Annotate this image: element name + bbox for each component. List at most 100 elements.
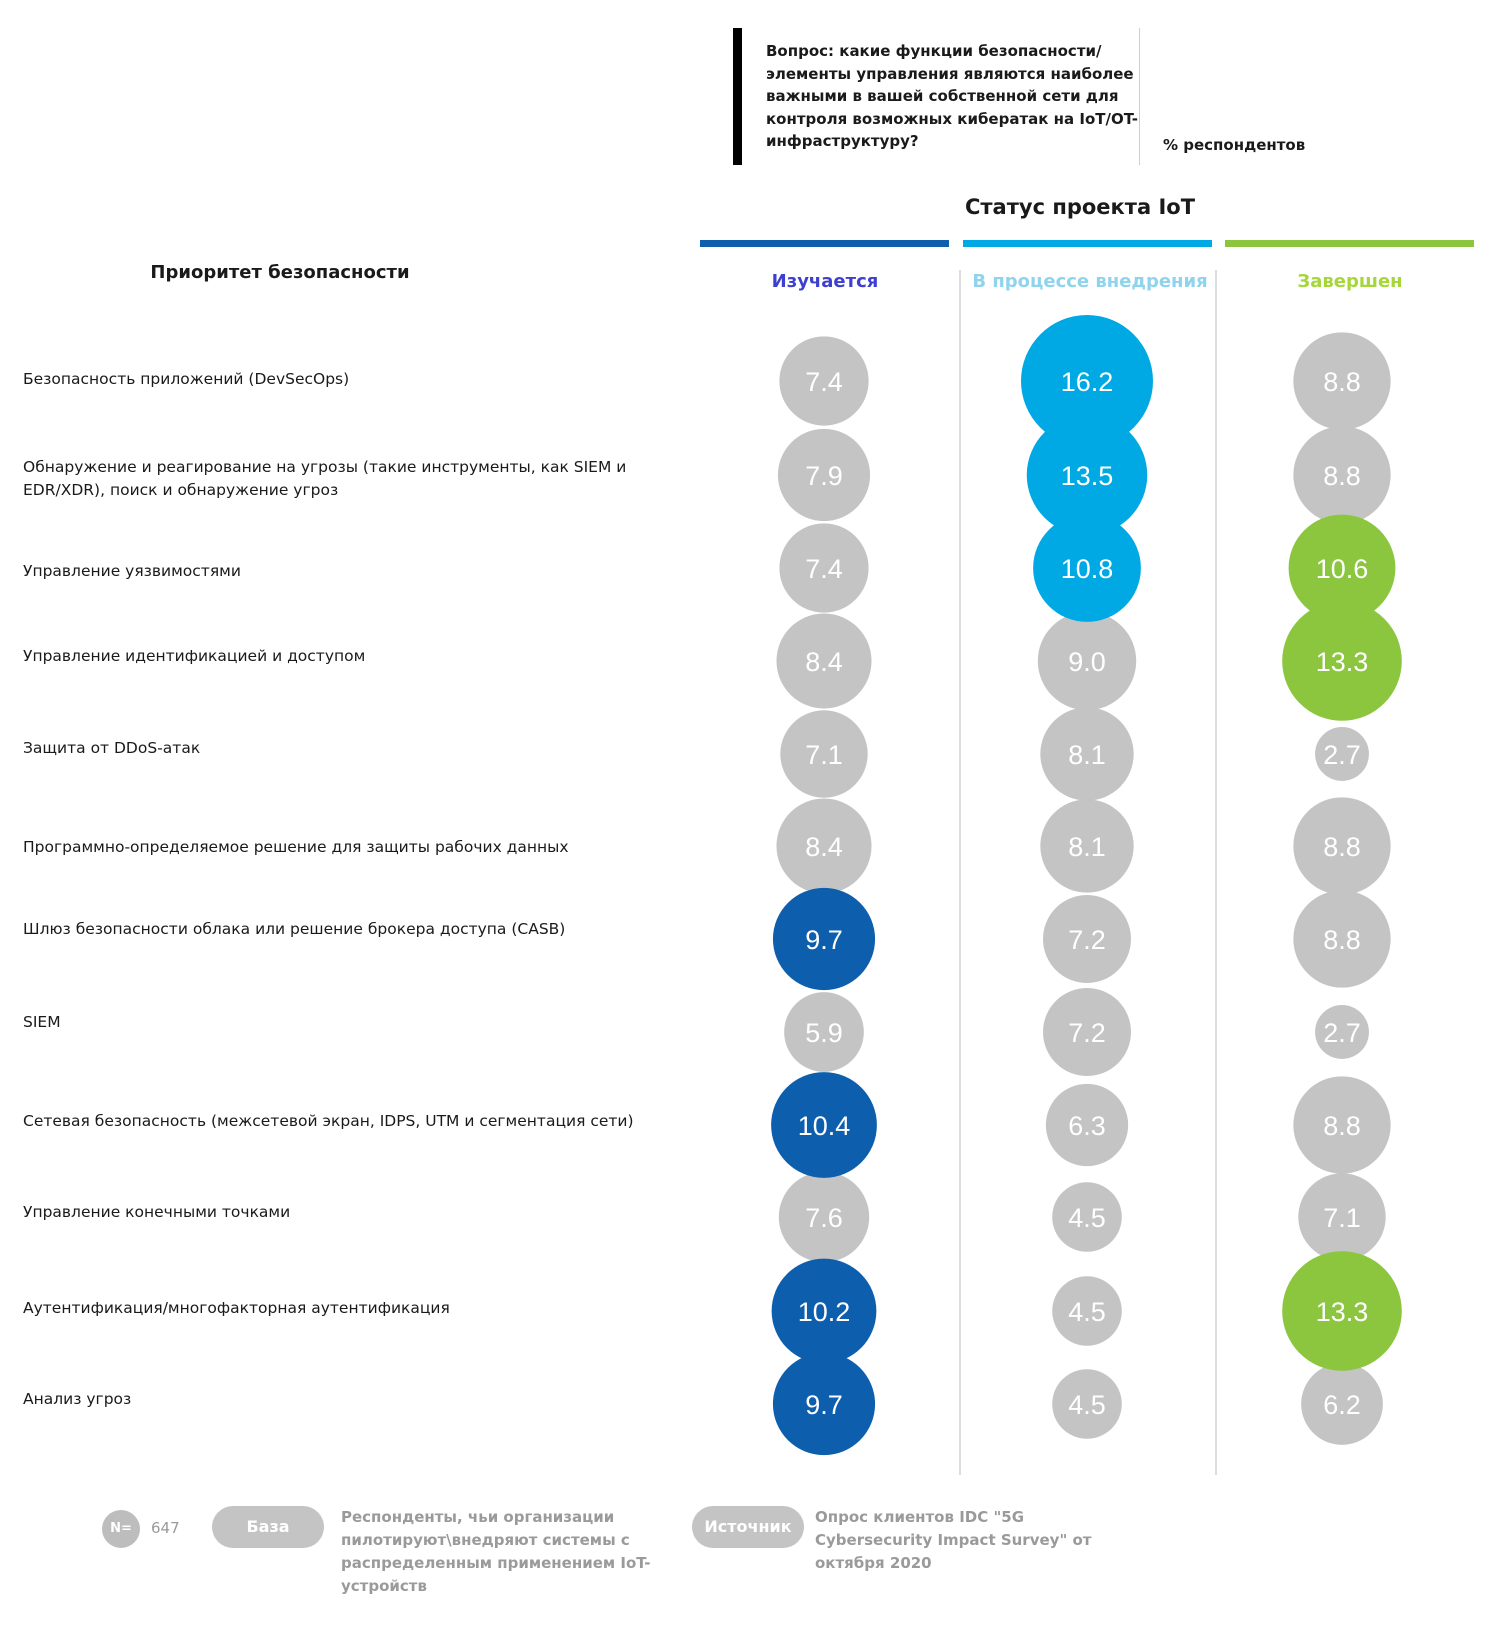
row-label: Анализ угроз <box>23 1390 132 1408</box>
bubble-value-label: 2.7 <box>1323 1018 1361 1048</box>
bubble-value-label: 8.1 <box>1068 740 1106 770</box>
bubble-value-label: 8.8 <box>1323 1111 1361 1141</box>
bubble-value-label: 10.4 <box>798 1111 851 1141</box>
bubble-exploring <box>772 1352 876 1456</box>
bubble-completed <box>1288 514 1396 622</box>
bubble-completed <box>1293 797 1391 895</box>
row-label: Аутентификация/многофакторная аутентифик… <box>23 1299 450 1317</box>
bubble-value-label: 5.9 <box>805 1018 843 1048</box>
bubble-value-label: 9.7 <box>805 1390 843 1420</box>
bubble-implementing <box>1042 987 1132 1077</box>
bubble-value-label: 4.5 <box>1068 1203 1106 1233</box>
sample-size-badge: N= <box>102 1510 140 1548</box>
bubble-value-label: 6.3 <box>1068 1111 1106 1141</box>
bubble-value-label: 13.3 <box>1316 647 1369 677</box>
bubble-value-label: 7.2 <box>1068 925 1106 955</box>
bubble-value-label: 9.7 <box>805 925 843 955</box>
base-pill: База <box>212 1506 324 1548</box>
bubble-completed <box>1293 1076 1391 1174</box>
column-bar-completed <box>1225 240 1474 247</box>
row-label: Безопасность приложений (DevSecOps) <box>23 370 350 388</box>
bubble-implementing <box>1052 1276 1122 1346</box>
bubble-value-label: 7.4 <box>805 554 843 584</box>
bubble-exploring <box>771 1258 877 1364</box>
bubble-value-label: 8.4 <box>805 832 843 862</box>
bubble-exploring <box>776 798 872 894</box>
column-title-completed: Завершен <box>1297 271 1403 292</box>
bubble-exploring <box>778 1171 870 1263</box>
row-label: Программно-определяемое решение для защи… <box>23 838 569 856</box>
row-label: Управление уязвимостями <box>23 562 241 580</box>
row-label: SIEM <box>23 1013 61 1031</box>
bubble-exploring <box>779 523 869 613</box>
bubble-value-label: 7.2 <box>1068 1018 1106 1048</box>
row-label: Управление идентификацией и доступом <box>23 647 366 665</box>
bubble-exploring <box>780 710 868 798</box>
bubble-value-label: 10.2 <box>798 1297 851 1327</box>
bubble-value-label: 7.1 <box>805 740 843 770</box>
bubble-implementing <box>1040 707 1134 801</box>
sample-size-value: 647 <box>151 1519 180 1537</box>
bubble-implementing <box>1020 314 1154 448</box>
column-bar-implementing <box>963 240 1212 247</box>
bubble-implementing <box>1052 1182 1122 1252</box>
bubble-implementing <box>1037 611 1137 711</box>
column-separator <box>1215 270 1217 1475</box>
bubble-value-label: 4.5 <box>1068 1297 1106 1327</box>
source-pill: Источник <box>692 1506 804 1548</box>
bubble-exploring <box>779 336 869 426</box>
bubble-completed <box>1301 1363 1383 1445</box>
bubble-exploring <box>772 887 876 991</box>
bubble-exploring <box>771 1072 877 1178</box>
bubble-value-label: 13.5 <box>1061 461 1114 491</box>
column-title-implementing: В процессе внедрения <box>972 271 1208 292</box>
base-text: Респонденты, чьи организации пилотируют\… <box>341 1508 651 1595</box>
bubble-completed <box>1298 1173 1386 1261</box>
header-divider <box>1139 28 1140 165</box>
bubble-completed <box>1293 332 1391 430</box>
bubble-completed <box>1282 1251 1402 1371</box>
row-label: Защита от DDoS-атак <box>23 739 201 757</box>
bubble-completed <box>1282 601 1402 721</box>
bubble-implementing <box>1042 894 1132 984</box>
bubble-value-label: 7.1 <box>1323 1203 1361 1233</box>
bubble-value-label: 10.8 <box>1061 554 1114 584</box>
bubble-value-label: 8.8 <box>1323 367 1361 397</box>
row-label: Шлюз безопасности облака или решение бро… <box>23 920 566 938</box>
bubble-value-label: 2.7 <box>1323 740 1361 770</box>
bubble-exploring <box>776 613 872 709</box>
bubble-implementing <box>1026 414 1148 536</box>
column-bar-exploring <box>700 240 949 247</box>
bubble-value-label: 13.3 <box>1316 1297 1369 1327</box>
bubble-implementing <box>1052 1369 1122 1439</box>
bubble-value-label: 8.8 <box>1323 832 1361 862</box>
bubble-value-label: 9.0 <box>1068 647 1106 677</box>
bubble-exploring <box>784 992 864 1072</box>
bubble-value-label: 7.4 <box>805 367 843 397</box>
bubble-value-label: 10.6 <box>1316 554 1369 584</box>
row-label: Сетевая безопасность (межсетевой экран, … <box>23 1112 634 1130</box>
column-title-exploring: Изучается <box>771 271 879 292</box>
bubble-value-label: 8.8 <box>1323 461 1361 491</box>
question-text: Вопрос: какие функции безопасности/ элем… <box>766 42 1138 150</box>
bubble-value-label: 8.4 <box>805 647 843 677</box>
bubble-completed <box>1315 727 1369 781</box>
bubble-implementing <box>1045 1083 1129 1167</box>
bubble-completed <box>1315 1005 1369 1059</box>
bubble-value-label: 8.8 <box>1323 925 1361 955</box>
priority-title: Приоритет безопасности <box>150 262 410 283</box>
row-label: Обнаружение и реагирование на угрозы (та… <box>23 458 627 499</box>
bubble-value-label: 6.2 <box>1323 1390 1361 1420</box>
source-text: Опрос клиентов IDC "5G Cybersecurity Imp… <box>815 1508 1092 1572</box>
bubble-value-label: 7.6 <box>805 1203 843 1233</box>
question-accent-bar <box>733 28 742 165</box>
bubble-value-label: 16.2 <box>1061 367 1114 397</box>
column-separator <box>959 270 961 1475</box>
bubble-completed <box>1293 426 1391 524</box>
bubble-value-label: 4.5 <box>1068 1390 1106 1420</box>
bubble-exploring <box>777 428 871 522</box>
bubble-value-label: 8.1 <box>1068 832 1106 862</box>
units-label: % респондентов <box>1163 136 1306 154</box>
bubble-value-label: 7.9 <box>805 461 843 491</box>
